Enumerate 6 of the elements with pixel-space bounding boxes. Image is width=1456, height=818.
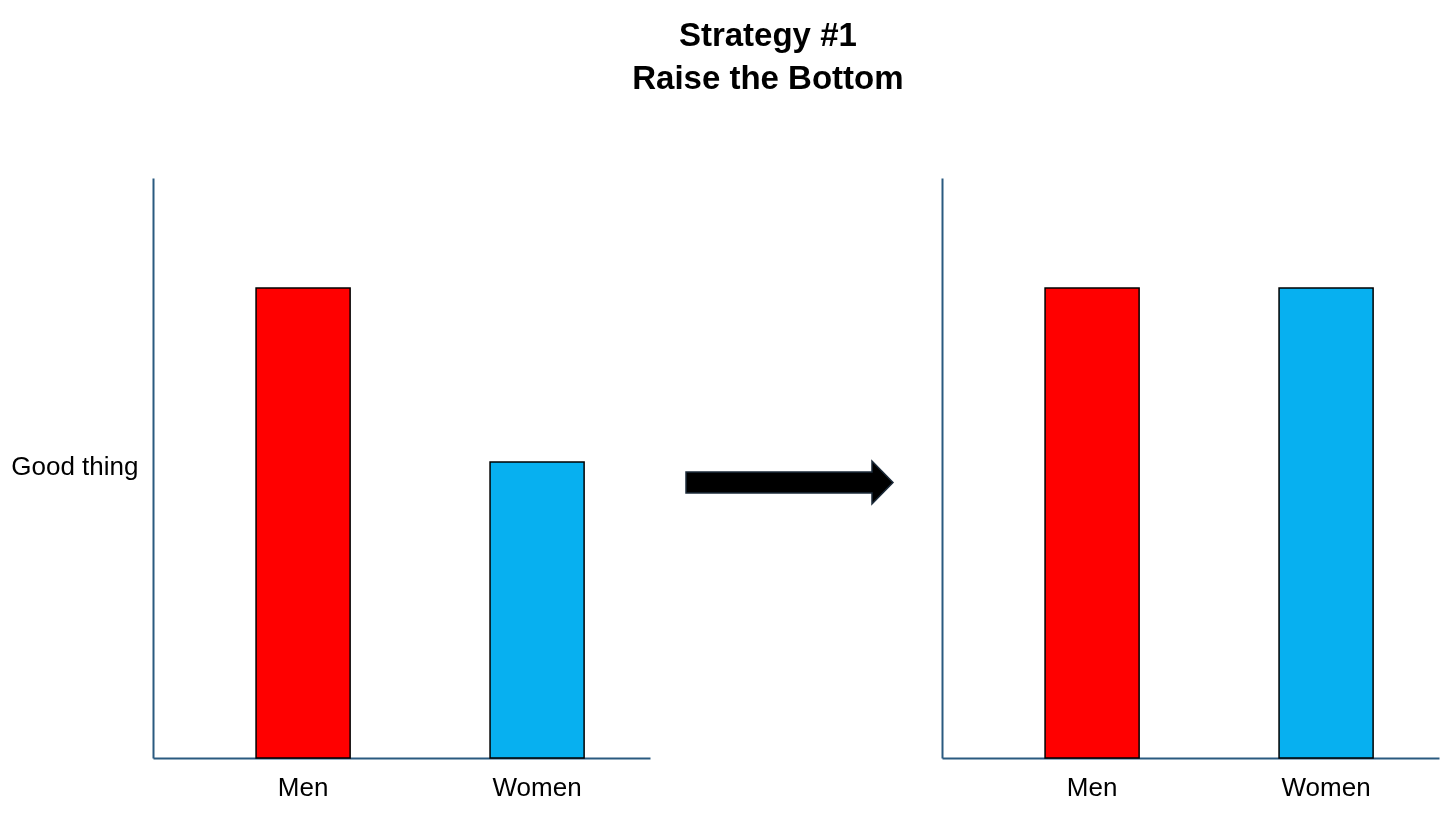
x-tick-label: Men <box>1066 771 1118 802</box>
y-axis-title: Good thing <box>11 450 139 481</box>
x-tick-label: Women <box>1281 771 1371 802</box>
x-tick-label: Men <box>277 771 329 802</box>
text: Strategy #1 Raise the Bottom <box>632 16 904 96</box>
x-tick-label: Women <box>492 771 582 802</box>
